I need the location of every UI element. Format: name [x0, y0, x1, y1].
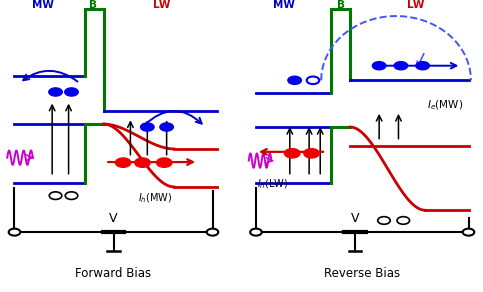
- Text: V: V: [351, 212, 359, 225]
- Circle shape: [65, 88, 78, 96]
- Circle shape: [141, 123, 154, 131]
- Circle shape: [65, 192, 78, 199]
- Circle shape: [160, 123, 173, 131]
- Circle shape: [304, 149, 319, 158]
- Text: LW: LW: [153, 0, 170, 10]
- Circle shape: [288, 76, 301, 84]
- Circle shape: [397, 217, 410, 224]
- Text: V: V: [109, 212, 118, 225]
- Circle shape: [284, 149, 300, 158]
- Circle shape: [307, 77, 319, 84]
- Text: $I_h$(MW): $I_h$(MW): [138, 192, 172, 205]
- Text: $I_h$(LW): $I_h$(LW): [257, 177, 288, 191]
- Circle shape: [378, 217, 390, 224]
- Circle shape: [207, 229, 218, 236]
- Circle shape: [9, 229, 20, 236]
- Circle shape: [49, 192, 62, 199]
- Text: Forward Bias: Forward Bias: [75, 267, 152, 280]
- Text: B: B: [89, 0, 97, 10]
- Circle shape: [115, 158, 131, 167]
- Circle shape: [135, 158, 150, 167]
- Circle shape: [394, 62, 408, 70]
- Text: MW: MW: [273, 0, 295, 10]
- Text: LW: LW: [407, 0, 424, 10]
- Circle shape: [156, 158, 172, 167]
- Circle shape: [463, 229, 474, 236]
- Circle shape: [416, 62, 429, 70]
- Circle shape: [49, 88, 62, 96]
- Text: Reverse Bias: Reverse Bias: [324, 267, 400, 280]
- Circle shape: [250, 229, 262, 236]
- Text: B: B: [337, 0, 344, 10]
- Circle shape: [372, 62, 386, 70]
- Text: MW: MW: [31, 0, 54, 10]
- Text: $I_e$(MW): $I_e$(MW): [427, 98, 464, 112]
